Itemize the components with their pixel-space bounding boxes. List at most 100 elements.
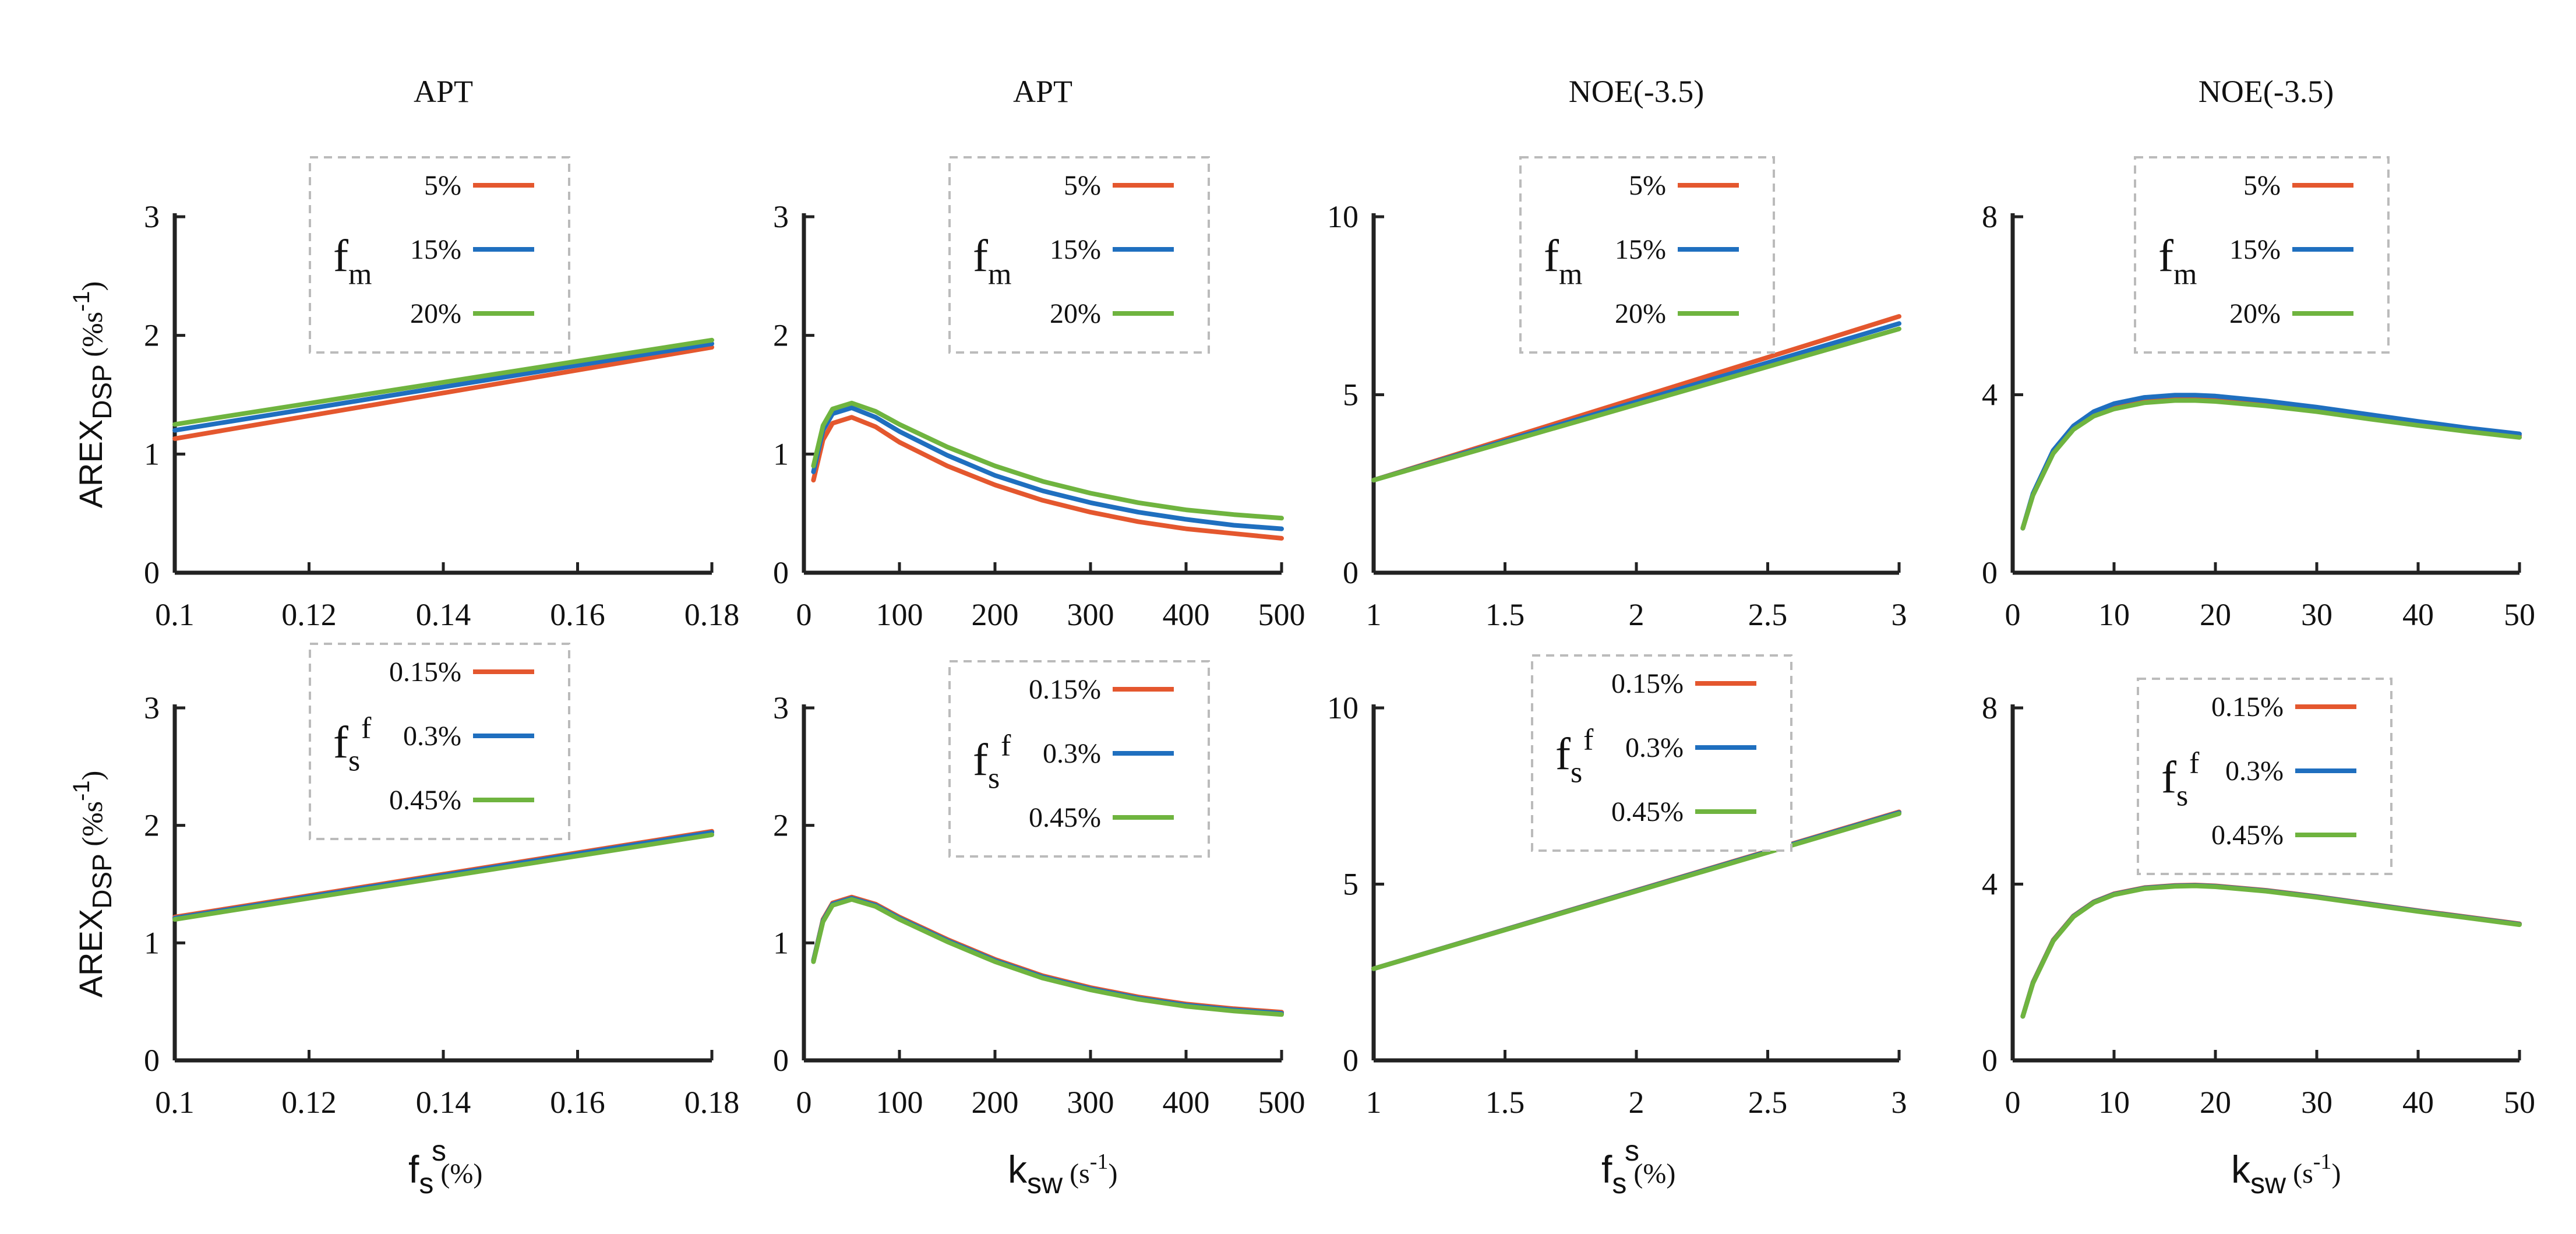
legend-entry-label: 5%	[424, 170, 461, 201]
legend-entry-label: 0.15%	[2211, 692, 2284, 722]
x-axis-label: fs (%)s	[1601, 1134, 1675, 1200]
legend: fm 5% 15% 20%	[1519, 156, 1775, 354]
x-tick-label: 0	[796, 597, 812, 632]
y-axis-label-close: )	[76, 281, 108, 291]
x-tick-label: 2	[1629, 597, 1645, 632]
legend-entry-label: 0.45%	[1029, 802, 1101, 833]
legend-variable: fs	[973, 735, 1000, 795]
x-axis-label-unit: (%)	[1626, 1158, 1675, 1189]
y-axis-label-main: AREX	[72, 419, 109, 509]
panel-1-1: 0 1 2 3 0 100 200 300 400 500 fsf 0.15% 0.3% 0.45%	[773, 660, 1305, 1120]
x-axis-label-unit: (s	[1063, 1158, 1090, 1189]
x-tick-label: 40	[2402, 1085, 2434, 1120]
x-tick-label: 30	[2301, 1085, 2332, 1120]
legend-variable-sub: s	[2176, 780, 2188, 813]
series-line-3	[2020, 883, 2522, 1019]
legend-entry-label: 0.3%	[1043, 738, 1101, 769]
x-tick-label: 0.18	[684, 597, 740, 632]
x-tick-label: 0	[2005, 597, 2021, 632]
x-tick-label: 300	[1067, 597, 1114, 632]
x-tick-label: 200	[972, 597, 1019, 632]
y-tick-label: 10	[1327, 199, 1358, 234]
y-axis-label-main: AREX	[72, 909, 109, 998]
x-axis-label-main: k	[1008, 1148, 1028, 1191]
y-tick-label: 1	[773, 925, 789, 960]
legend-variable: fs	[2161, 752, 2188, 813]
legend: fsf 0.15% 0.3% 0.45%	[309, 643, 570, 840]
legend-entry-label: 15%	[410, 234, 461, 265]
svg-text:fs (%): fs (%)	[408, 1148, 482, 1200]
x-tick-label: 500	[1258, 1085, 1305, 1120]
x-tick-label: 500	[1258, 597, 1305, 632]
x-tick-label: 400	[1163, 1085, 1210, 1120]
legend-entry-label: 0.15%	[389, 657, 461, 687]
y-tick-label: 2	[773, 318, 789, 353]
legend-variable-sub: m	[1559, 258, 1582, 291]
y-axis-label-exp: -1	[69, 780, 94, 801]
y-tick-label: 2	[144, 808, 160, 843]
y-tick-label: 3	[144, 690, 160, 725]
y-axis-label-sub: DSP	[87, 854, 117, 909]
series-line-3	[2020, 398, 2522, 531]
x-tick-label: 0.12	[281, 597, 337, 632]
y-tick-label: 8	[1982, 690, 1998, 725]
series-line-3	[172, 337, 714, 427]
legend-variable-sub: s	[348, 745, 360, 778]
legend-variable: fm	[1544, 231, 1582, 291]
legend-variable-sup: f	[361, 712, 372, 745]
series-line-3	[1371, 326, 1901, 483]
legend-entry-label: 5%	[1064, 170, 1101, 201]
legend: fm 5% 15% 20%	[309, 156, 570, 354]
x-axis-label-main: f	[408, 1148, 419, 1191]
x-tick-label: 0.14	[416, 597, 471, 632]
x-axis-label-sup: s	[1625, 1134, 1639, 1167]
x-axis-label-exp: -1	[2313, 1150, 2332, 1174]
legend: fsf 0.15% 0.3% 0.45%	[2137, 678, 2392, 875]
legend-variable-main: f	[1544, 231, 1559, 281]
y-tick-label: 0	[1343, 555, 1358, 590]
x-tick-label: 100	[876, 597, 923, 632]
y-tick-label: 4	[1982, 867, 1998, 902]
legend-box	[1531, 654, 1792, 852]
x-tick-label: 100	[876, 1085, 923, 1120]
x-tick-label: 400	[1163, 597, 1210, 632]
series-line-3	[1371, 811, 1901, 971]
x-axis-label: ksw (s-1)	[2231, 1148, 2341, 1200]
panel-title: APT	[1013, 74, 1072, 109]
y-axis-label-unit: (%s	[76, 312, 108, 364]
legend-box	[2134, 156, 2390, 354]
x-tick-label: 0	[796, 1085, 812, 1120]
x-tick-label: 0.14	[416, 1085, 471, 1120]
series-line-1	[172, 345, 714, 441]
y-axis-label-close: )	[76, 771, 108, 781]
y-tick-label: 3	[773, 199, 789, 234]
y-tick-label: 1	[144, 925, 160, 960]
x-tick-label: 30	[2301, 597, 2332, 632]
y-tick-label: 1	[773, 436, 789, 471]
x-tick-label: 50	[2504, 1085, 2535, 1120]
series-line-3	[172, 832, 714, 922]
series-line-1	[2020, 883, 2522, 1019]
x-axis-label: fs (%)s	[408, 1134, 482, 1200]
legend-box	[1519, 156, 1775, 354]
x-axis-label-main: k	[2231, 1148, 2251, 1191]
x-tick-label: 0.1	[155, 597, 195, 632]
y-tick-label: 4	[1982, 378, 1998, 412]
legend-variable: fm	[333, 231, 372, 291]
x-axis-label-sub: s	[1612, 1167, 1626, 1200]
legend-entry-label: 5%	[1629, 170, 1666, 201]
x-tick-label: 2.5	[1748, 597, 1788, 632]
y-axis-label-unit: (%s	[76, 801, 108, 854]
x-tick-label: 3	[1892, 1085, 1907, 1120]
y-tick-label: 0	[144, 555, 160, 590]
legend-entry-label: 20%	[2229, 298, 2281, 329]
legend-entry-label: 0.45%	[2211, 820, 2284, 851]
x-tick-label: 1	[1366, 597, 1382, 632]
x-tick-label: 1	[1366, 1085, 1382, 1120]
legend-entry-label: 20%	[410, 298, 461, 329]
legend: fm 5% 15% 20%	[2134, 156, 2390, 354]
x-axis-label-sub: sw	[1027, 1167, 1063, 1200]
panel-title: APT	[414, 74, 473, 109]
x-axis-label-sup: s	[432, 1134, 446, 1167]
